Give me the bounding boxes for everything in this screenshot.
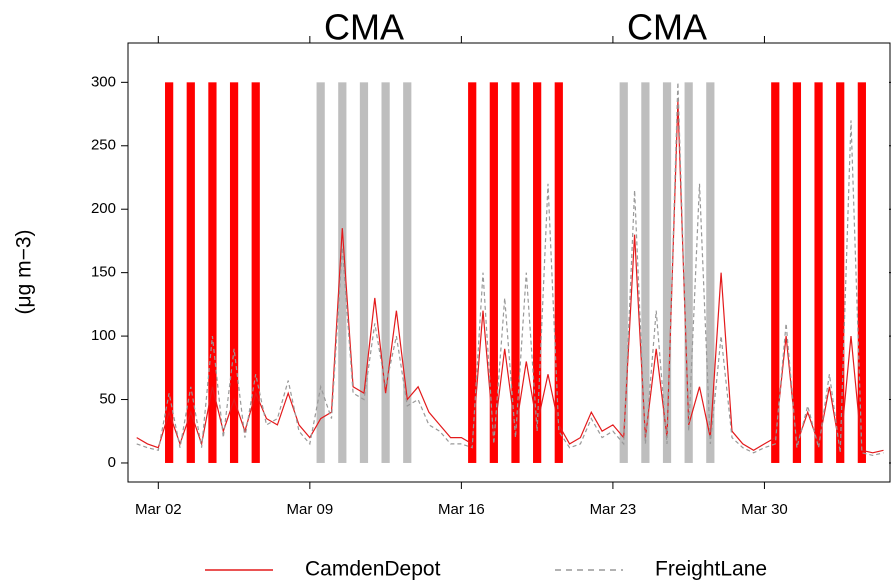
period-bar <box>511 82 520 463</box>
x-tick-label: Mar 09 <box>286 501 333 518</box>
period-bar <box>857 82 866 463</box>
y-tick-label: 50 <box>99 390 116 407</box>
period-bar <box>316 82 325 463</box>
period-bar <box>662 82 672 463</box>
period-bar <box>619 82 628 463</box>
y-tick-label: 150 <box>91 264 116 281</box>
period-bar <box>338 82 347 463</box>
period-bar <box>533 82 542 463</box>
period-bar <box>208 82 217 463</box>
legend-label: CamdenDepot <box>305 558 441 581</box>
annotation: CMA <box>324 7 404 48</box>
period-bar <box>229 82 239 463</box>
y-tick-label: 300 <box>91 73 116 90</box>
series-line <box>136 101 884 454</box>
x-tick-label: Mar 16 <box>438 501 485 518</box>
y-tick-label: 250 <box>91 137 116 154</box>
period-bar <box>403 82 412 463</box>
period-bar <box>468 82 477 463</box>
period-bar <box>836 82 845 463</box>
y-axis-label: (μg m−3) <box>13 229 36 314</box>
period-bar <box>706 82 715 463</box>
annotation: CMA <box>627 7 707 48</box>
period-bar <box>684 82 693 463</box>
period-bar <box>359 82 369 463</box>
period-bar <box>792 82 802 463</box>
y-tick-label: 100 <box>91 327 116 344</box>
y-tick-label: 0 <box>108 454 116 471</box>
period-bar <box>641 82 650 463</box>
series-line <box>136 82 884 457</box>
plot-frame <box>127 42 891 483</box>
y-tick-label: 200 <box>91 200 116 217</box>
legend-label: FreightLane <box>655 558 767 581</box>
period-bar <box>165 82 174 463</box>
period-bar <box>814 82 823 463</box>
x-tick-label: Mar 02 <box>135 501 182 518</box>
period-bar <box>489 82 498 463</box>
period-bar <box>381 82 390 463</box>
period-bar <box>251 82 260 463</box>
period-bar <box>771 82 780 463</box>
period-bar <box>554 82 563 463</box>
x-tick-label: Mar 23 <box>590 501 637 518</box>
x-tick-label: Mar 30 <box>741 501 788 518</box>
period-bar <box>186 82 195 463</box>
